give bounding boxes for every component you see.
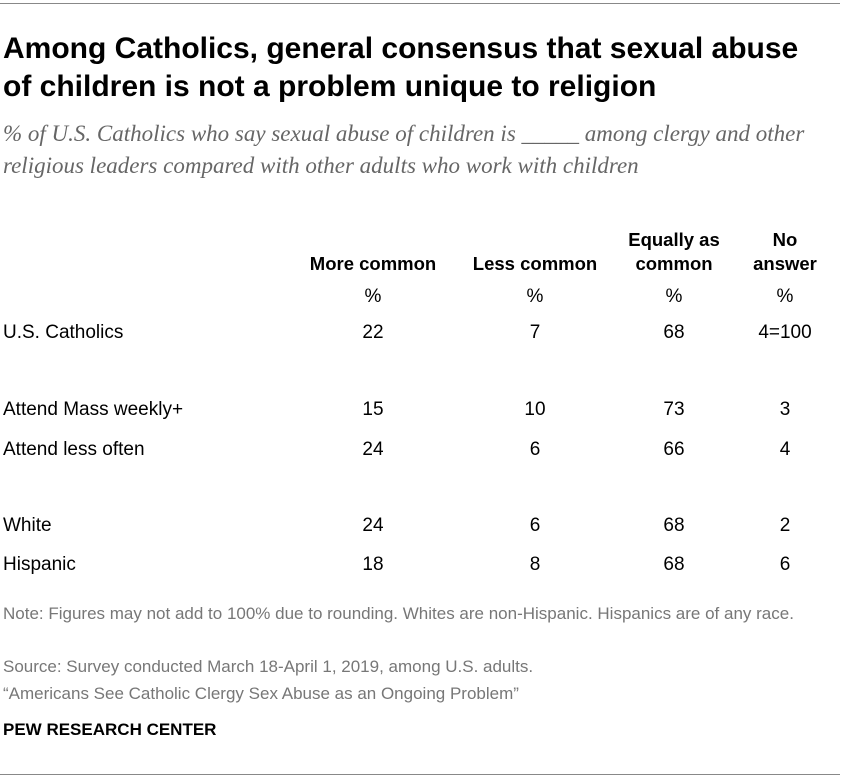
unit-label: % (776, 286, 794, 307)
unit-label: % (364, 286, 382, 307)
table-cell: 4=100 (758, 322, 812, 343)
brand: PEW RESEARCH CENTER (3, 720, 217, 739)
unit-label: % (526, 286, 544, 307)
table-cell: 6 (529, 439, 541, 460)
table-cell: 8 (529, 554, 541, 575)
table-cell: 7 (529, 322, 541, 343)
report-title: “Americans See Catholic Clergy Sex Abuse… (3, 684, 519, 703)
row-label: Attend less often (3, 439, 145, 460)
table-cell: 6 (779, 554, 791, 575)
table-cell: 73 (663, 399, 685, 420)
table-cell: 24 (362, 439, 384, 460)
table-cell: 66 (663, 439, 685, 460)
subtitle: % of U.S. Catholics who say sexual abuse… (3, 121, 805, 178)
column-header: No answer (753, 229, 817, 274)
table-cell: 2 (779, 515, 791, 536)
column-header: Equally as common (628, 229, 720, 274)
table-cell: 4 (779, 439, 791, 460)
table-cell: 15 (362, 399, 384, 420)
row-label: Attend Mass weekly+ (3, 399, 184, 420)
source: Source: Survey conducted March 18-April … (3, 657, 534, 676)
bottom-rule (0, 774, 840, 775)
table-cell: 68 (663, 515, 685, 536)
table-cell: 68 (663, 322, 685, 343)
table-cell: 6 (529, 515, 541, 536)
row-label: Hispanic (3, 554, 76, 575)
table-cell: 24 (362, 515, 384, 536)
table-cell: 22 (362, 322, 384, 343)
table-cell: 68 (663, 554, 685, 575)
unit-label: % (665, 286, 683, 307)
row-label: U.S. Catholics (3, 322, 124, 343)
column-header: Less common (472, 253, 598, 274)
title: Among Catholics, general consensus that … (3, 32, 799, 103)
table-cell: 3 (779, 399, 791, 420)
table-cell: 18 (362, 554, 384, 575)
column-header: More common (309, 253, 437, 274)
top-rule (0, 3, 840, 4)
table-cell: 10 (524, 399, 546, 420)
note: Note: Figures may not add to 100% due to… (3, 604, 794, 623)
row-label: White (3, 515, 52, 536)
